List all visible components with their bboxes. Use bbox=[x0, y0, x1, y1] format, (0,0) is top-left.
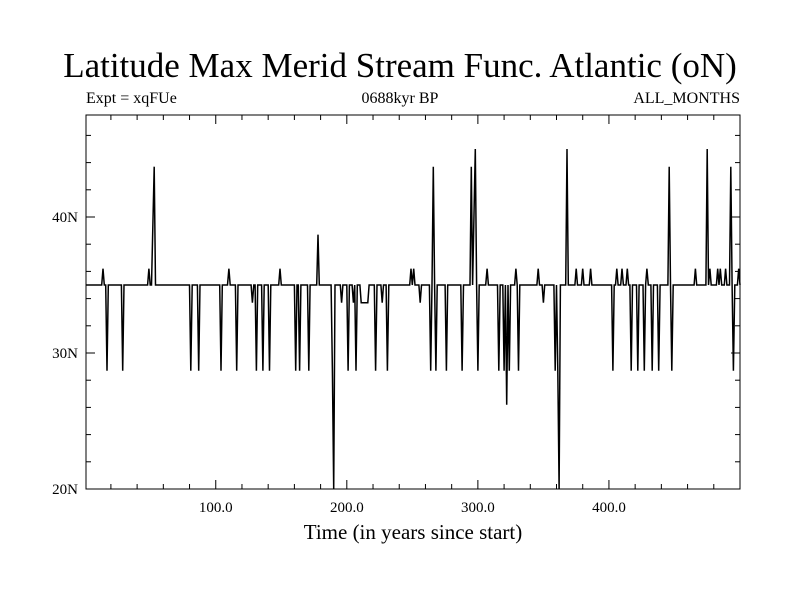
x-tick-label: 300.0 bbox=[461, 500, 495, 516]
series-line-0 bbox=[86, 148, 741, 490]
plot-frame bbox=[85, 114, 741, 490]
experiment-label: Expt = xqFUe bbox=[86, 90, 177, 107]
y-tick-label: 40N bbox=[52, 210, 78, 226]
y-tick-label: 20N bbox=[52, 482, 78, 498]
x-tick-label: 200.0 bbox=[330, 500, 364, 516]
x-axis-label: Time (in years since start) bbox=[303, 520, 523, 544]
months-label: ALL_MONTHS bbox=[633, 90, 740, 107]
period-label: 0688kyr BP bbox=[361, 90, 439, 107]
x-tick-label: 400.0 bbox=[592, 500, 626, 516]
chart-title: Latitude Max Merid Stream Func. Atlantic… bbox=[63, 46, 737, 85]
x-tick-label: 100.0 bbox=[199, 500, 233, 516]
y-tick-label: 30N bbox=[52, 346, 78, 362]
